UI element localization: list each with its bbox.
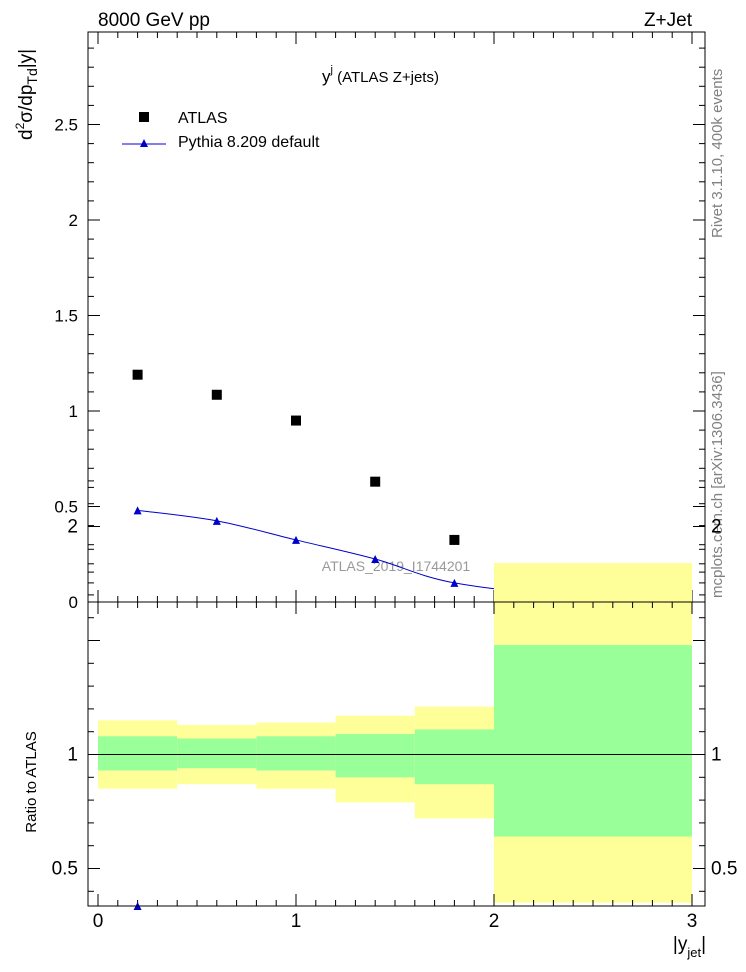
- x-tick-label: 1: [291, 911, 302, 932]
- legend-pythia-label: Pythia 8.209 default: [178, 134, 320, 151]
- ratio-y-tick-label-right: 0.5: [711, 859, 737, 880]
- atlas-point: [370, 476, 381, 487]
- main-panel: 0.5 1 1.5 2 2.5 0 d2σ/dpTd|y| yj (ATLAS Z+je…: [13, 31, 706, 612]
- mcplots-label: mcplots.cern.ch [arXiv:1306.3436]: [709, 371, 726, 598]
- pythia-point: [133, 506, 142, 515]
- main-y-tick-label: 2: [69, 211, 78, 230]
- legend-atlas-label: ATLAS: [178, 110, 228, 127]
- ratio-y-tick-label-left: 1: [67, 745, 78, 766]
- x-tick-label: 3: [687, 911, 698, 932]
- atlas-point: [211, 389, 222, 400]
- legend: ATLAS Pythia 8.209 default: [122, 110, 320, 151]
- atlas-point: [291, 415, 301, 426]
- main-y-tick-label: 2.5: [54, 116, 78, 135]
- ratio-y-tick-label-right: 2: [711, 517, 722, 538]
- x-tick-label: 2: [489, 911, 500, 932]
- main-y-tick-label: 1.5: [54, 307, 78, 326]
- main-title: yj (ATLAS Z+jets): [322, 64, 439, 86]
- ratio-y-tick-label-right: 1: [711, 745, 722, 766]
- ratio-band-inner: [414, 729, 494, 785]
- x-tick-label: 0: [93, 911, 104, 932]
- main-y-tick-label: 0.5: [54, 498, 78, 517]
- ratio-band-inner: [98, 736, 178, 771]
- main-y-tick-labels: 0.5 1 1.5 2 2.5: [54, 116, 78, 517]
- header-right: Z+Jet: [644, 10, 693, 31]
- x-axis-label: |yjet|: [673, 934, 706, 960]
- atlas-point: [449, 534, 460, 545]
- ratio-bands: [98, 562, 692, 903]
- ratio-y-tick-labels: 0.5 0.5 1 1 2 2: [52, 517, 738, 880]
- legend-pythia-marker: [140, 139, 148, 147]
- ratio-band-inner: [256, 736, 336, 771]
- ratio-panel: 0.5 0.5 1 1 2 2 0 1 2 3 Ratio to ATLAS |yjet|: [23, 480, 738, 960]
- header-left: 8000 GeV pp: [98, 10, 210, 31]
- pythia-point: [450, 578, 459, 587]
- ratio-band-inner: [494, 645, 692, 837]
- ratio-ticks: [88, 480, 705, 906]
- main-y-tick-label: 1: [69, 402, 78, 421]
- main-ticks: [88, 32, 705, 602]
- main-y-zero-label: 0: [69, 593, 78, 612]
- pythia-point: [371, 555, 380, 564]
- ratio-band-inner: [177, 738, 257, 769]
- rivet-label: Rivet 3.1.10, 400k events: [709, 69, 726, 238]
- ratio-band-inner: [335, 733, 415, 778]
- main-y-axis-label: d2σ/dpTd|y|: [13, 49, 40, 140]
- pythia-point: [212, 516, 221, 525]
- legend-atlas-marker: [139, 112, 149, 122]
- atlas-point: [132, 369, 143, 380]
- ratio-y-tick-label-left: 0.5: [52, 859, 78, 880]
- ratio-frame: [87, 601, 706, 907]
- ratio-x-tick-labels: 0 1 2 3: [93, 911, 698, 932]
- ratio-y-axis-label: Ratio to ATLAS: [23, 731, 40, 832]
- ratio-y-tick-label-left: 2: [67, 517, 78, 538]
- pythia-point: [292, 535, 300, 544]
